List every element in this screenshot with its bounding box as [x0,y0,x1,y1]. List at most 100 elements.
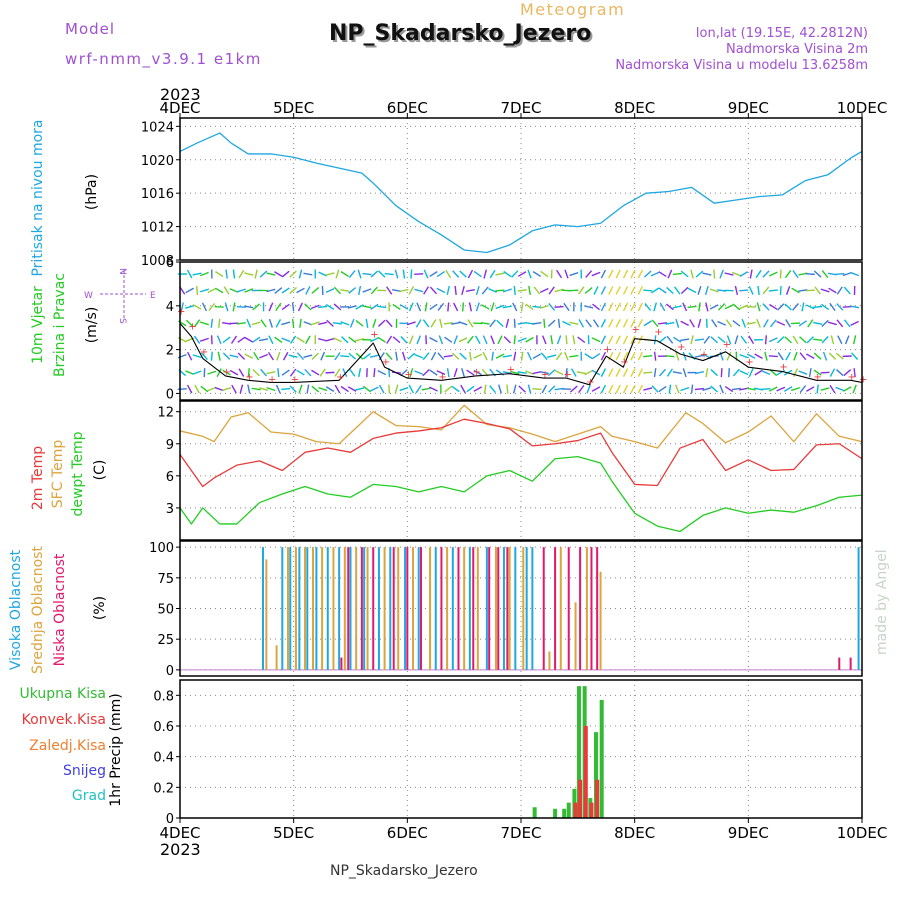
wind-arrow [734,285,739,296]
wind-arrow [370,386,379,392]
wind-arrow [658,336,667,344]
wind-arrow [340,271,349,278]
wind-arrow [756,318,761,328]
wind-arrow [539,287,549,294]
wind-arrow [608,302,614,312]
cloud-bar [419,547,422,670]
wind-arrow [792,303,799,311]
wind-arrow [564,269,569,279]
wind-arrow [429,337,438,343]
wind-arrow [362,305,372,309]
wind-arrow [801,302,805,312]
cloud-bar [590,547,593,670]
wind-arrow [548,385,556,393]
wind-arrow [236,322,246,325]
wind-arrow [805,273,815,276]
wind-arrow [842,386,852,392]
precip-bar [594,732,599,818]
wind-arrow [275,302,282,312]
cloud-bar [372,547,375,670]
wind-arrow [214,386,224,392]
wind-arrow [306,384,310,394]
wind-gust-marker: + [677,342,685,353]
wind-arrow [207,287,217,294]
wind-arrow [665,354,675,358]
wind-arrow [541,335,547,345]
wind-arrow [717,336,726,344]
wind-arrow [615,335,621,345]
wind-arrow [749,269,753,279]
wind-arrow [454,285,457,296]
wind-arrow [820,387,830,391]
wind-arrow [222,387,232,391]
wind-arrow [761,370,771,376]
wind-arrow [252,303,261,311]
wind-arrow [445,269,452,279]
wind-arrow [429,271,438,278]
wind-arrow [643,354,653,358]
wind-arrow [637,368,644,377]
wind-arrow [843,286,851,295]
wind-arrow [724,304,734,310]
wind-arrow [422,352,430,361]
wind-arrow [843,319,851,328]
wind-arrow [739,271,749,277]
wind-arrow [394,384,399,394]
wind-gust-marker: + [541,370,549,381]
wind-arrow [495,289,505,292]
wind-arrow [527,384,532,394]
wind-arrow [459,352,467,360]
wind-arrow [495,272,505,276]
model-label: Model [65,20,115,38]
wind-arrow [710,336,719,344]
cloud-bar [332,547,335,670]
cloud-bar [321,547,324,670]
y-tick-label: 25 [157,633,174,648]
wind-arrow [694,387,705,391]
cloud-bar [389,547,392,670]
wind-arrow [229,288,239,293]
cloud-bar [366,547,369,670]
wind-arrow [657,322,668,325]
wind-arrow [333,303,342,311]
wind-arrow [643,270,652,278]
wind-arrow [569,289,579,292]
wind-arrow [311,385,320,393]
wind-arrow [622,335,629,345]
wind-arrow [547,354,557,359]
wind-arrow [222,352,231,360]
wind-arrow [429,286,438,295]
wind-arrow [480,321,490,325]
wind-arrow [266,288,276,293]
wind-arrow [739,370,749,376]
wind-arrow [192,370,202,375]
wind-arrow [720,368,723,378]
wind-arrow [665,321,675,325]
wind-arrow [842,271,852,277]
wind-arrow [792,368,799,377]
wind-arrow [210,318,214,328]
wind-arrow [277,368,280,378]
wind-arrow [223,286,230,295]
wind-arrow [259,353,268,359]
wind-arrow [843,369,852,377]
wind-arrow [827,321,837,326]
wind-arrow [777,303,785,311]
year-top: 2023 [160,85,201,104]
compass-e: E [150,291,156,301]
wind-arrow [608,335,614,345]
wind-arrow [673,336,682,343]
wind-arrow [395,351,398,361]
wind-arrow [289,385,297,393]
wind-arrow [491,351,494,361]
wind-arrow [423,286,430,295]
wind-arrow [748,286,754,295]
wind-arrow [777,352,784,361]
wind-arrow [185,370,195,375]
wind-arrow [768,271,778,277]
cloud-bar [488,547,491,670]
wind-arrow [215,271,224,278]
wind-arrow [585,270,593,278]
wind-arrow [429,386,438,392]
wind-arrow [274,336,283,343]
